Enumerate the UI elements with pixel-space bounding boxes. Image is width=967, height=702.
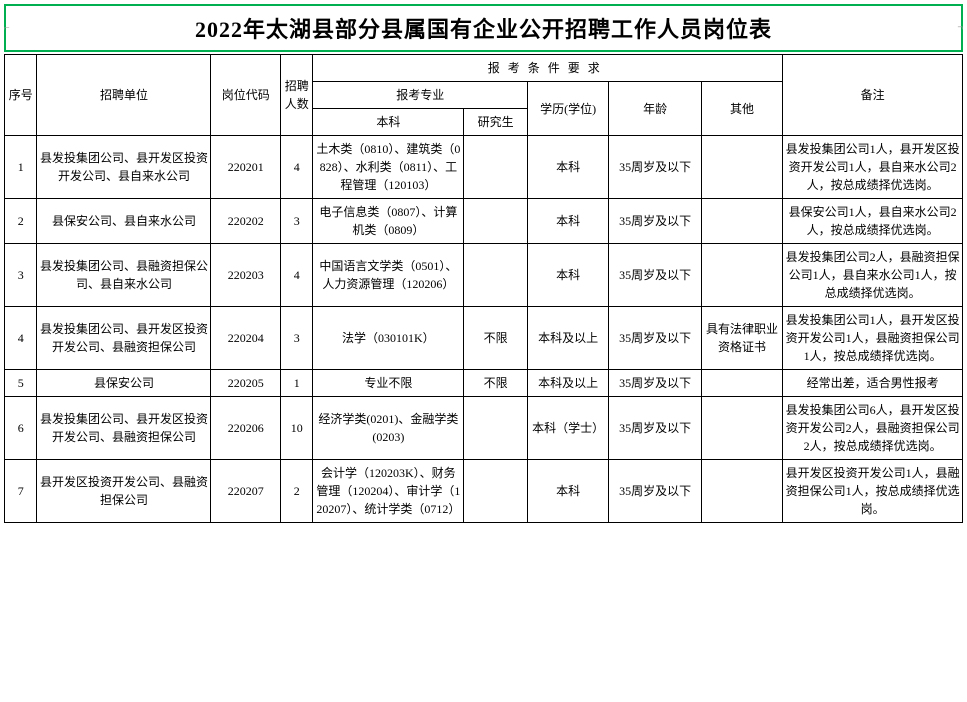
title-container: ⌐ 2022年太湖县部分县属国有企业公开招聘工作人员岗位表 ¬ [4,4,963,52]
cell-age: 35周岁及以下 [609,370,702,397]
cell-age: 35周岁及以下 [609,397,702,460]
cell-other [701,397,782,460]
cell-grad [464,244,528,307]
cell-code: 220207 [211,460,281,523]
cell-code: 220203 [211,244,281,307]
cell-note: 经常出差，适合男性报考 [783,370,963,397]
cell-other [701,460,782,523]
table-body: 1 县发投集团公司、县开发区投资开发公司、县自来水公司 220201 4 土木类… [5,136,963,523]
cell-other [701,199,782,244]
cell-unit: 县保安公司、县自来水公司 [37,199,211,244]
table-row: 6 县发投集团公司、县开发区投资开发公司、县融资担保公司 220206 10 经… [5,397,963,460]
cell-other [701,136,782,199]
cell-seq: 7 [5,460,37,523]
cell-edu: 本科及以上 [528,307,609,370]
header-edu: 学历(学位) [528,82,609,136]
cell-count: 2 [281,460,313,523]
cell-note: 县发投集团公司6人，县开发区投资开发公司2人，县融资担保公司2人，按总成绩择优选… [783,397,963,460]
header-grad: 研究生 [464,109,528,136]
header-age: 年龄 [609,82,702,136]
cell-count: 4 [281,244,313,307]
header-note: 备注 [783,55,963,136]
cell-undergrad: 土木类（0810）、建筑类（0828）、水利类（0811）、工程管理（12010… [313,136,464,199]
cell-note: 县发投集团公司1人，县开发区投资开发公司1人，县融资担保公司1人，按总成绩择优选… [783,307,963,370]
cell-unit: 县发投集团公司、县开发区投资开发公司、县融资担保公司 [37,397,211,460]
cell-undergrad: 电子信息类（0807）、计算机类（0809） [313,199,464,244]
cell-undergrad: 经济学类(0201)、金融学类(0203) [313,397,464,460]
cell-age: 35周岁及以下 [609,307,702,370]
cell-age: 35周岁及以下 [609,199,702,244]
table-row: 3 县发投集团公司、县融资担保公司、县自来水公司 220203 4 中国语言文学… [5,244,963,307]
cell-count: 1 [281,370,313,397]
cell-other: 具有法律职业资格证书 [701,307,782,370]
header-other: 其他 [701,82,782,136]
cell-edu: 本科 [528,244,609,307]
cell-edu: 本科及以上 [528,370,609,397]
cell-unit: 县发投集团公司、县融资担保公司、县自来水公司 [37,244,211,307]
cell-edu: 本科 [528,199,609,244]
cell-code: 220206 [211,397,281,460]
cell-note: 县开发区投资开发公司1人，县融资担保公司1人，按总成绩择优选岗。 [783,460,963,523]
cell-note: 县发投集团公司2人，县融资担保公司1人，县自来水公司1人，按总成绩择优选岗。 [783,244,963,307]
table-row: 1 县发投集团公司、县开发区投资开发公司、县自来水公司 220201 4 土木类… [5,136,963,199]
cell-undergrad: 专业不限 [313,370,464,397]
cell-seq: 4 [5,307,37,370]
cell-unit: 县保安公司 [37,370,211,397]
header-requirements: 报考条件要求 [313,55,783,82]
cell-unit: 县发投集团公司、县开发区投资开发公司、县融资担保公司 [37,307,211,370]
cell-count: 10 [281,397,313,460]
cell-code: 220201 [211,136,281,199]
header-major: 报考专业 [313,82,528,109]
cell-grad [464,136,528,199]
cell-edu: 本科（学士） [528,397,609,460]
recruitment-table: 序号 招聘单位 岗位代码 招聘人数 报考条件要求 备注 报考专业 学历(学位) … [4,54,963,523]
header-seq: 序号 [5,55,37,136]
cell-code: 220205 [211,370,281,397]
cell-edu: 本科 [528,136,609,199]
left-marker: ⌐ [4,23,10,34]
cell-seq: 3 [5,244,37,307]
cell-seq: 6 [5,397,37,460]
page-title: 2022年太湖县部分县属国有企业公开招聘工作人员岗位表 [6,6,961,50]
table-row: 7 县开发区投资开发公司、县融资担保公司 220207 2 会计学（120203… [5,460,963,523]
cell-grad [464,397,528,460]
cell-unit: 县开发区投资开发公司、县融资担保公司 [37,460,211,523]
cell-other [701,244,782,307]
cell-undergrad: 法学（030101K） [313,307,464,370]
header-undergrad: 本科 [313,109,464,136]
cell-grad [464,199,528,244]
cell-count: 4 [281,136,313,199]
cell-seq: 2 [5,199,37,244]
cell-grad: 不限 [464,370,528,397]
cell-age: 35周岁及以下 [609,244,702,307]
cell-grad: 不限 [464,307,528,370]
cell-code: 220204 [211,307,281,370]
cell-age: 35周岁及以下 [609,136,702,199]
table-row: 2 县保安公司、县自来水公司 220202 3 电子信息类（0807）、计算机类… [5,199,963,244]
cell-note: 县保安公司1人，县自来水公司2人，按总成绩择优选岗。 [783,199,963,244]
table-row: 4 县发投集团公司、县开发区投资开发公司、县融资担保公司 220204 3 法学… [5,307,963,370]
cell-unit: 县发投集团公司、县开发区投资开发公司、县自来水公司 [37,136,211,199]
right-marker: ¬ [957,23,963,34]
header-code: 岗位代码 [211,55,281,136]
table-row: 5 县保安公司 220205 1 专业不限 不限 本科及以上 35周岁及以下 经… [5,370,963,397]
cell-seq: 1 [5,136,37,199]
cell-count: 3 [281,199,313,244]
cell-grad [464,460,528,523]
cell-note: 县发投集团公司1人，县开发区投资开发公司1人，县自来水公司2人，按总成绩择优选岗… [783,136,963,199]
header-count: 招聘人数 [281,55,313,136]
cell-edu: 本科 [528,460,609,523]
cell-undergrad: 中国语言文学类（0501）、人力资源管理（120206） [313,244,464,307]
header-unit: 招聘单位 [37,55,211,136]
cell-count: 3 [281,307,313,370]
cell-seq: 5 [5,370,37,397]
cell-other [701,370,782,397]
cell-age: 35周岁及以下 [609,460,702,523]
cell-code: 220202 [211,199,281,244]
cell-undergrad: 会计学（120203K）、财务管理（120204）、审计学（120207）、统计… [313,460,464,523]
